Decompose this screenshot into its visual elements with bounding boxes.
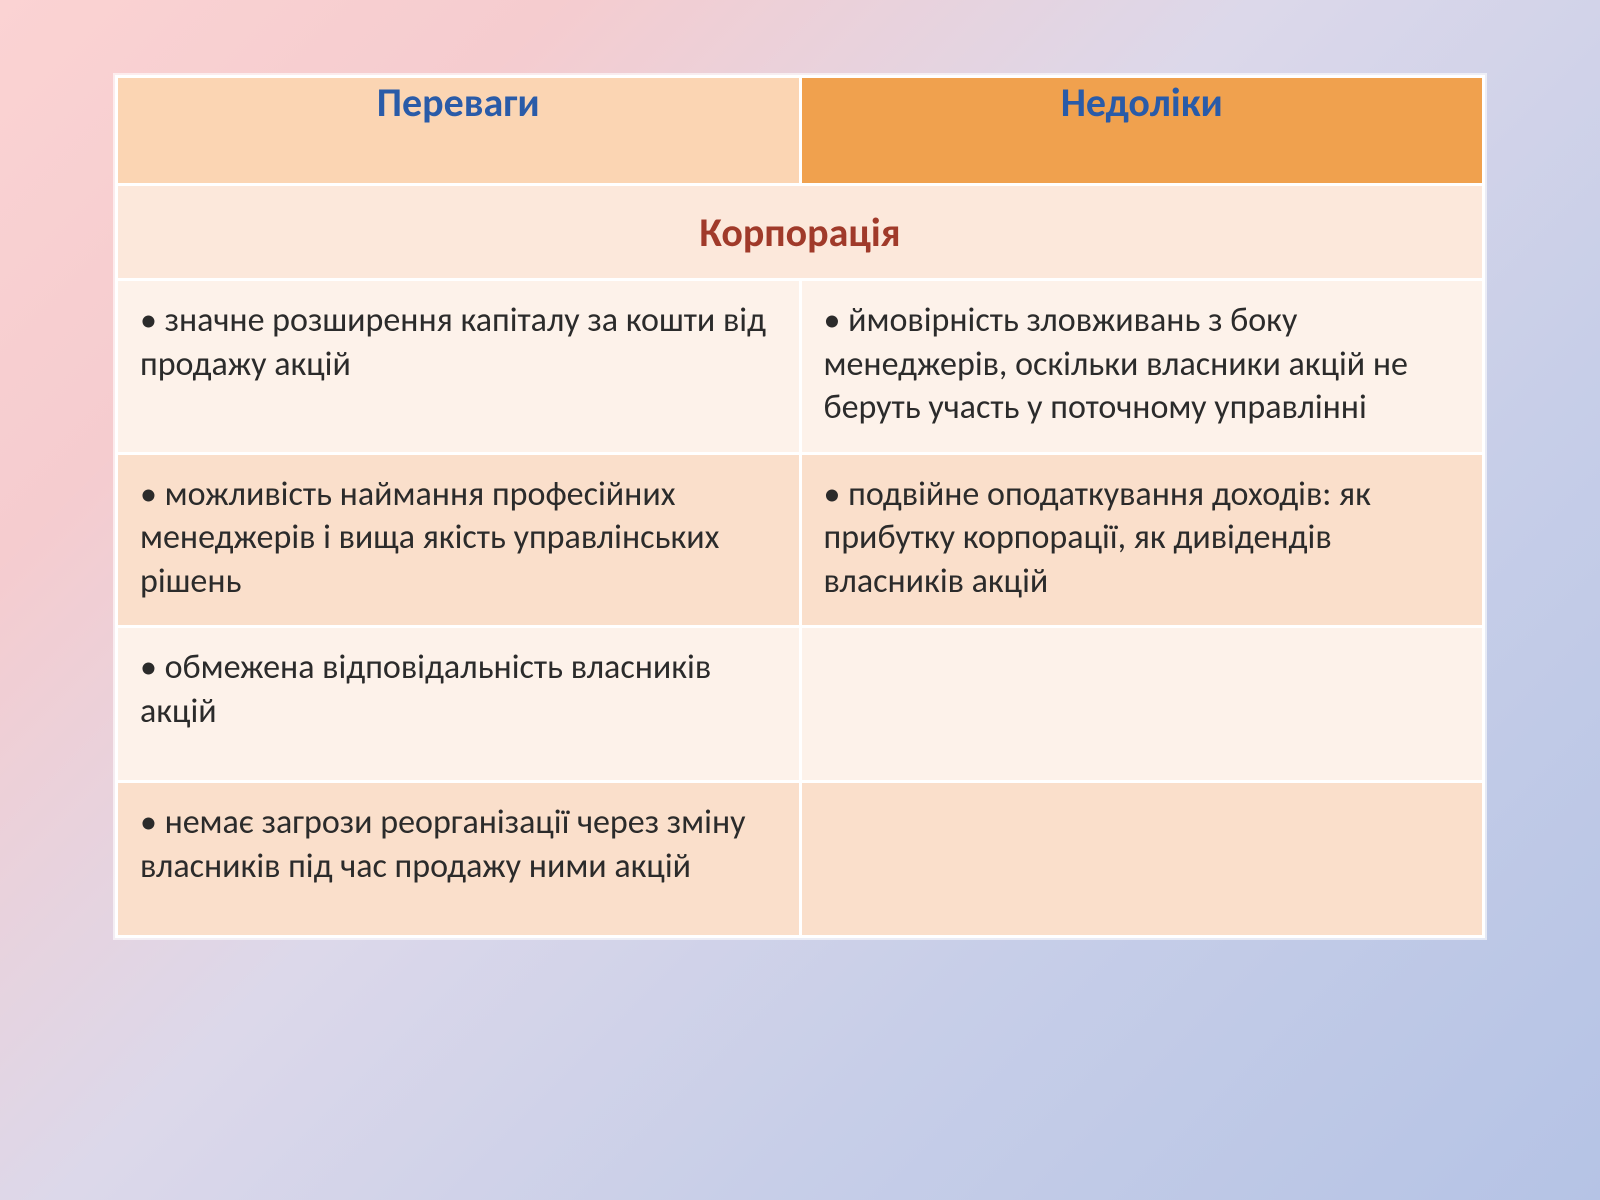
bullet-icon: • [140,300,157,341]
header-disadvantages: Недоліки [800,77,1484,185]
bullet-icon: • [140,802,157,843]
comparison-table: Переваги Недоліки Корпорація • значне ро… [115,75,1485,938]
cell-text: подвійне оподаткування доходів: як прибу… [824,474,1371,602]
cell-text: значне розширення капіталу за кошти від … [140,300,766,385]
bullet-icon: • [824,474,841,515]
section-title: Корпорація [117,185,1484,280]
header-advantages: Переваги [117,77,801,185]
section-row: Корпорація [117,185,1484,280]
header-row: Переваги Недоліки [117,77,1484,185]
table-row: • значне розширення капіталу за кошти ві… [117,280,1484,454]
bullet-icon: • [140,647,157,688]
cell-text: можливість наймання професійних менеджер… [140,474,719,602]
bullet-icon: • [140,474,157,515]
disadvantage-cell: • подвійне оподаткування доходів: як при… [800,453,1484,627]
advantage-cell: • значне розширення капіталу за кошти ві… [117,280,801,454]
table-row: • немає загрози реорганізації через змін… [117,782,1484,937]
advantage-cell: • немає загрози реорганізації через змін… [117,782,801,937]
advantage-cell: • можливість наймання професійних менедж… [117,453,801,627]
table-row: • обмежена відповідальність власників ак… [117,627,1484,782]
bullet-icon: • [824,300,841,341]
cell-text: обмежена відповідальність власників акці… [140,647,711,732]
disadvantage-cell [800,782,1484,937]
cell-text: немає загрози реорганізації через зміну … [140,802,746,887]
disadvantage-cell: • ймовірність зловживань з боку менеджер… [800,280,1484,454]
cell-text: ймовірність зловживань з боку менеджерів… [824,300,1408,428]
disadvantage-cell [800,627,1484,782]
advantage-cell: • обмежена відповідальність власників ак… [117,627,801,782]
table-row: • можливість наймання професійних менедж… [117,453,1484,627]
